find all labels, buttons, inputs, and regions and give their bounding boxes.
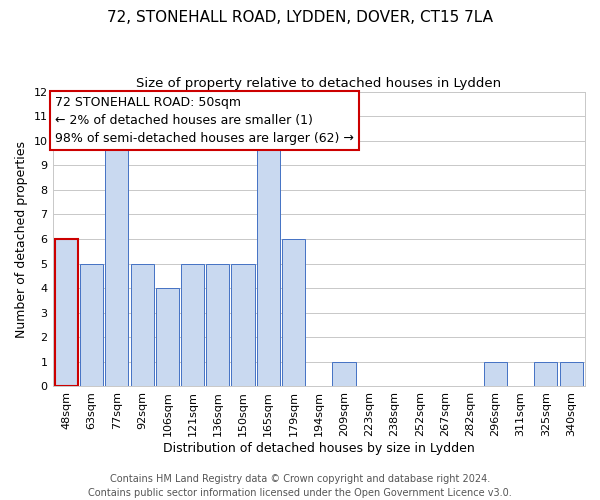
Bar [156,288,179,386]
Bar [80,264,103,386]
Bar [560,362,583,386]
Bar [534,362,557,386]
Bar [55,239,78,386]
Title: Size of property relative to detached houses in Lydden: Size of property relative to detached ho… [136,78,502,90]
Bar [105,141,128,386]
Bar [206,264,229,386]
Bar [257,141,280,386]
Bar [484,362,507,386]
Bar [332,362,356,386]
Text: Contains HM Land Registry data © Crown copyright and database right 2024.
Contai: Contains HM Land Registry data © Crown c… [88,474,512,498]
Bar [131,264,154,386]
X-axis label: Distribution of detached houses by size in Lydden: Distribution of detached houses by size … [163,442,475,455]
Bar [232,264,254,386]
Bar [282,239,305,386]
Text: 72 STONEHALL ROAD: 50sqm
← 2% of detached houses are smaller (1)
98% of semi-det: 72 STONEHALL ROAD: 50sqm ← 2% of detache… [55,96,354,145]
Y-axis label: Number of detached properties: Number of detached properties [15,140,28,338]
Text: 72, STONEHALL ROAD, LYDDEN, DOVER, CT15 7LA: 72, STONEHALL ROAD, LYDDEN, DOVER, CT15 … [107,10,493,25]
Bar [181,264,204,386]
